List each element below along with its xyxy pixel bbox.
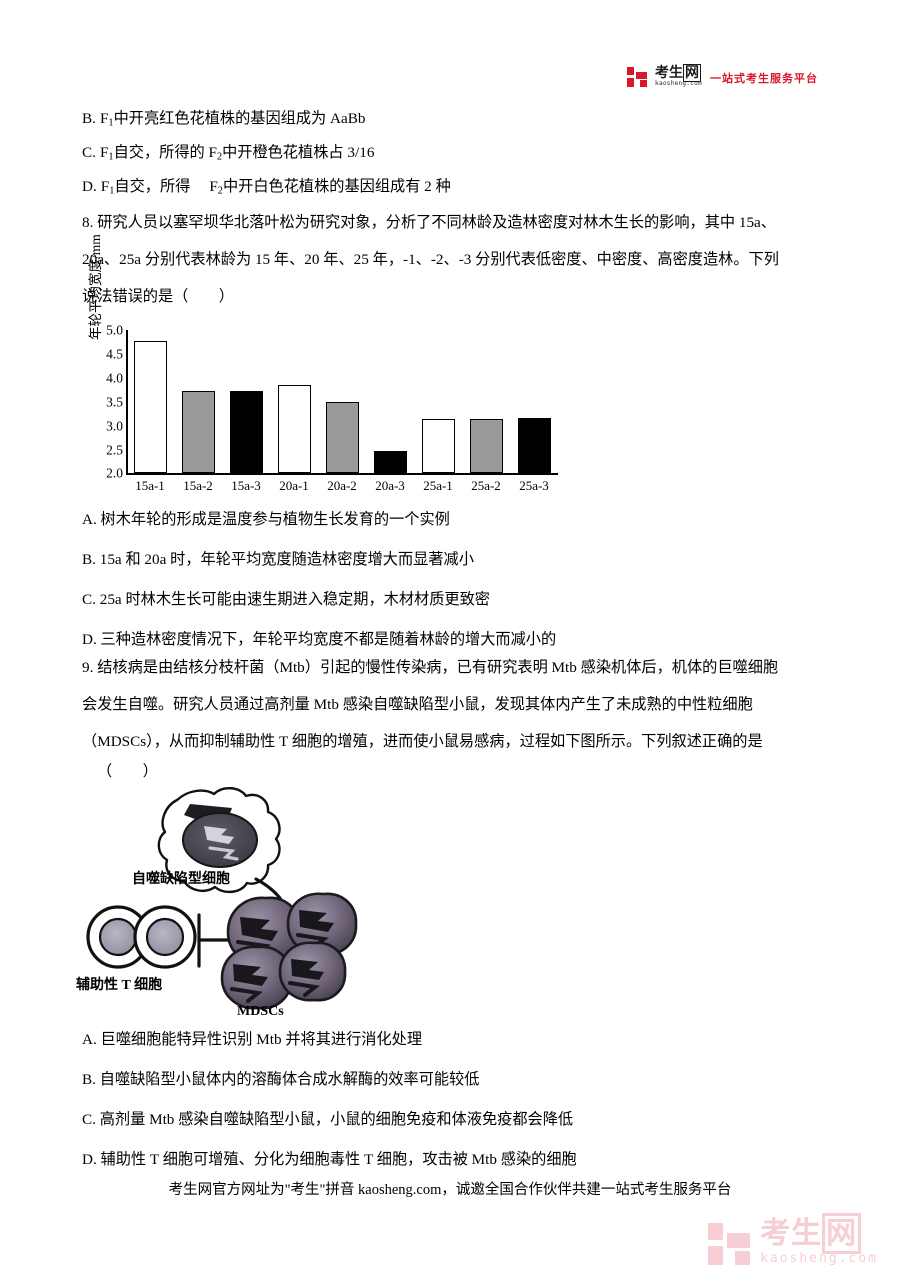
mdsc-cell-cluster	[220, 892, 358, 1010]
chart-bar	[325, 401, 359, 474]
chart-x-tick-label: 25a-1	[423, 478, 453, 493]
helper-t-cell-shape	[86, 905, 197, 969]
site-logo: 考生网 kaosheng.com 一站式考生服务平台	[627, 64, 818, 87]
chart-bar-slot	[462, 330, 510, 474]
chart-y-tick-label: 3.5	[106, 394, 123, 410]
watermark-logo-icon	[708, 1223, 751, 1265]
q8-stem-line-2: 20a、25a 分别代表林龄为 15 年、20 年、25 年，-1、-2、-3 …	[82, 251, 779, 268]
q7-option-b: B. F1中开亮红色花植株的基因组成为 AaBb	[82, 110, 366, 129]
footer-note: 考生网官方网址为"考生"拼音 kaosheng.com，诚邀全国合作伙伴共建一站…	[168, 1182, 732, 1198]
diagram-label-helper-t-cell: 辅助性 T 细胞	[76, 978, 163, 993]
chart-bar-slot	[222, 330, 270, 474]
chart-plot-area: 2.0 2.5 3.0 3.5 4.0 4.5 5.0 15a-1 15a-2 15a-3 20a…	[106, 324, 558, 493]
chart-x-tick-label: 15a-1	[135, 478, 165, 493]
chart-bar-slot	[318, 330, 366, 474]
q8-stem-line-1: 8. 研究人员以塞罕坝华北落叶松为研究对象，分析了不同林龄及造林密度对林木生长的…	[82, 214, 776, 231]
inhibition-arrow-icon	[197, 913, 230, 968]
chart-x-tick-label: 25a-2	[471, 478, 501, 493]
watermark-chinese-name: 考生网	[760, 1213, 878, 1254]
chart-bar	[469, 418, 503, 474]
chart-bar-slot	[414, 330, 462, 474]
q9-stem-line-2: 会发生自噬。研究人员通过高剂量 Mtb 感染自噬缺陷型小鼠，发现其体内产生了未成…	[82, 696, 753, 713]
logo-domain-text: kaosheng.com	[655, 80, 702, 87]
chart-bar	[421, 418, 455, 474]
q7-option-c: C. F1自交，所得的 F2中开橙色花植株占 3/16	[82, 144, 375, 163]
diagram-label-mdscs: MDSCs	[237, 1004, 284, 1019]
q8-option-b: B. 15a 和 20a 时，年轮平均宽度随造林密度增大而显著减小	[82, 551, 474, 568]
q9-option-b: B. 自噬缺陷型小鼠体内的溶酶体合成水解酶的效率可能较低	[82, 1071, 480, 1088]
chart-y-tick-label: 2.0	[106, 465, 123, 481]
logo-wordmark: 考生网 kaosheng.com	[655, 64, 702, 87]
chart-bar	[181, 391, 215, 474]
q8-option-a: A. 树木年轮的形成是温度参与植物生长发育的一个实例	[82, 511, 450, 528]
mdsc-mechanism-diagram: 自噬缺陷型细胞 辅助性 T 细胞 MDSCs	[76, 782, 400, 1027]
chart-x-tick-label: 20a-3	[375, 478, 405, 493]
chart-y-axis-line	[126, 330, 128, 475]
autophagy-defective-cell-shape	[157, 787, 281, 894]
chart-y-axis-title-wrap: 年轮平均宽度/mm	[86, 234, 103, 472]
q9-stem-line-4: （ ）	[97, 763, 158, 780]
chart-y-tick-label: 3.0	[106, 417, 123, 433]
kaosheng-logo-icon	[627, 67, 648, 87]
chart-x-tick-label: 15a-3	[231, 478, 261, 493]
q8-stem-line-3: 说法错误的是（ ）	[82, 288, 234, 305]
q8-option-c: C. 25a 时林木生长可能由速生期进入稳定期，木材材质更致密	[82, 591, 490, 608]
footer-watermark: 考生网 kaosheng.com	[708, 1213, 878, 1266]
tree-ring-bar-chart: 年轮平均宽度/mm 2.0 2.5 3.0 3.5 4.0 4.5 5.0 15a-1 15a…	[84, 234, 564, 497]
chart-x-axis-line	[126, 473, 558, 475]
chart-bar-slot	[174, 330, 222, 474]
watermark-domain-text: kaosheng.com	[760, 1251, 878, 1266]
chart-bar	[229, 390, 263, 474]
q9-option-d: D. 辅助性 T 细胞可增殖、分化为细胞毒性 T 细胞，攻击被 Mtb 感染的细…	[82, 1151, 577, 1168]
q9-stem-line-1: 9. 结核病是由结核分枝杆菌（Mtb）引起的慢性传染病，已有研究表明 Mtb 感…	[82, 659, 779, 676]
chart-bar-slot	[126, 330, 174, 474]
chart-bars-group	[126, 330, 558, 474]
q9-stem-line-3: （MDSCs），从而抑制辅助性 T 细胞的增殖，进而使小鼠易感病，过程如下图所示…	[82, 733, 763, 750]
chart-x-tick-group: 15a-1 15a-2 15a-3 20a-1 20a-2 20a-3 25a-1 25a-2…	[126, 478, 558, 494]
chart-x-tick-label: 20a-2	[327, 478, 357, 493]
chart-x-tick-label: 25a-3	[519, 478, 549, 493]
chart-y-tick-label: 5.0	[106, 322, 123, 338]
chart-bar	[517, 418, 551, 474]
q7-option-d: D. F1自交，所得 F2中开白色花植株的基因组成有 2 种	[82, 178, 451, 197]
chart-bar	[373, 451, 407, 474]
q9-option-a: A. 巨噬细胞能特异性识别 Mtb 并将其进行消化处理	[82, 1031, 423, 1048]
chart-y-tick-label: 2.5	[106, 441, 123, 457]
chart-x-tick-label: 15a-2	[183, 478, 213, 493]
chart-bar-slot	[510, 330, 558, 474]
chart-y-tick-label: 4.5	[106, 346, 123, 362]
logo-tagline: 一站式考生服务平台	[710, 72, 818, 85]
diagram-label-autophagy-defective-cell: 自噬缺陷型细胞	[132, 872, 230, 887]
chart-bar	[277, 384, 311, 474]
chart-bar-slot	[270, 330, 318, 474]
chart-bar	[133, 340, 167, 474]
chart-bar-slot	[366, 330, 414, 474]
q8-option-d: D. 三种造林密度情况下，年轮平均宽度不都是随着林龄的增大而减小的	[82, 631, 557, 648]
watermark-wordmark: 考生网 kaosheng.com	[760, 1213, 878, 1266]
chart-y-axis-title: 年轮平均宽度/mm	[88, 234, 103, 340]
chart-x-tick-label: 20a-1	[279, 478, 309, 493]
q9-option-c: C. 高剂量 Mtb 感染自噬缺陷型小鼠，小鼠的细胞免疫和体液免疫都会降低	[82, 1111, 574, 1128]
chart-y-tick-label: 4.0	[106, 370, 123, 386]
logo-chinese-name: 考生网	[655, 64, 702, 82]
